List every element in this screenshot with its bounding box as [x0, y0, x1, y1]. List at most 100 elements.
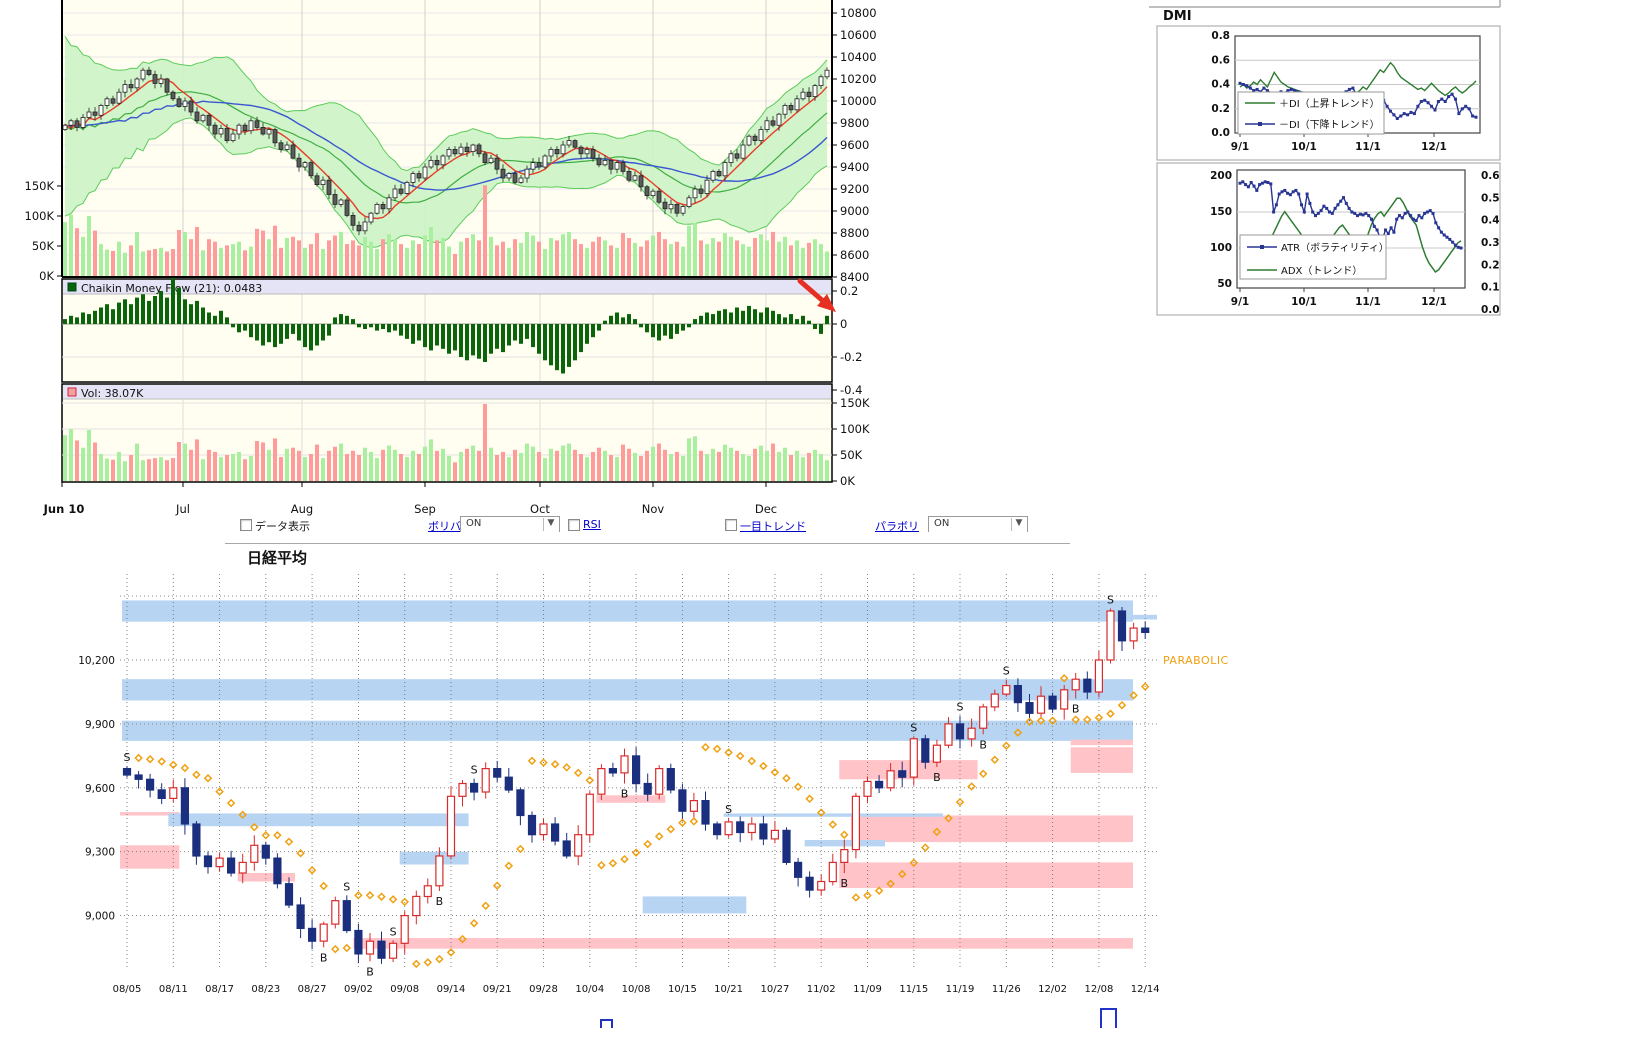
- svg-text:9600: 9600: [840, 138, 869, 152]
- svg-text:Vol: 38.07K: Vol: 38.07K: [81, 387, 144, 400]
- svg-text:09/21: 09/21: [483, 984, 512, 995]
- svg-text:10/1: 10/1: [1291, 141, 1317, 153]
- svg-text:10800: 10800: [840, 6, 877, 20]
- svg-text:12/1: 12/1: [1421, 296, 1447, 308]
- svg-text:B: B: [320, 951, 328, 964]
- svg-text:B: B: [436, 895, 444, 908]
- svg-text:10400: 10400: [840, 50, 877, 64]
- svg-text:0.3: 0.3: [1481, 237, 1500, 249]
- svg-text:0.2: 0.2: [840, 284, 858, 298]
- svg-text:S: S: [910, 721, 917, 734]
- svg-text:09/02: 09/02: [344, 984, 373, 995]
- svg-text:0.2: 0.2: [1211, 103, 1230, 115]
- svg-text:0.4: 0.4: [1481, 215, 1500, 227]
- svg-text:10/27: 10/27: [760, 984, 789, 995]
- chevron-down-icon: ▼: [1011, 518, 1026, 531]
- svg-text:0.0: 0.0: [1481, 304, 1500, 316]
- svg-text:B: B: [621, 788, 629, 801]
- section-divider: [225, 543, 1070, 544]
- svg-text:0.0: 0.0: [1211, 127, 1230, 139]
- svg-text:S: S: [390, 925, 397, 938]
- svg-text:12/02: 12/02: [1038, 984, 1067, 995]
- bottom-chart-title: 日経平均: [247, 549, 308, 567]
- svg-text:B: B: [841, 877, 849, 890]
- svg-text:10/04: 10/04: [575, 984, 604, 995]
- parabolic-link[interactable]: パラボリ: [875, 520, 919, 532]
- svg-text:10/08: 10/08: [622, 984, 651, 995]
- svg-text:9,600: 9,600: [85, 783, 115, 795]
- svg-text:08/27: 08/27: [298, 984, 327, 995]
- svg-text:9400: 9400: [840, 160, 869, 174]
- svg-text:0.6: 0.6: [1211, 54, 1230, 66]
- svg-text:50K: 50K: [840, 448, 863, 462]
- svg-text:PARABOLIC: PARABOLIC: [1163, 654, 1229, 667]
- ichimoku-checkbox[interactable]: [725, 519, 737, 531]
- svg-text:9000: 9000: [840, 204, 869, 218]
- rsi-link[interactable]: RSI: [583, 518, 601, 531]
- svg-text:10200: 10200: [840, 72, 877, 86]
- svg-text:0.8: 0.8: [1211, 30, 1230, 42]
- svg-text:08/23: 08/23: [251, 984, 280, 995]
- svg-text:08/11: 08/11: [159, 984, 188, 995]
- svg-text:11/26: 11/26: [992, 984, 1021, 995]
- svg-text:S: S: [471, 764, 478, 777]
- svg-text:9/1: 9/1: [1231, 296, 1249, 308]
- cutoff-link-fragment[interactable]: [1100, 1008, 1117, 1028]
- svg-text:11/19: 11/19: [946, 984, 975, 995]
- svg-text:10/1: 10/1: [1291, 296, 1317, 308]
- svg-text:11/1: 11/1: [1355, 296, 1381, 308]
- svg-text:0K: 0K: [840, 474, 855, 488]
- bollinger-dropdown-value: ON: [466, 518, 482, 529]
- svg-text:08/17: 08/17: [205, 984, 234, 995]
- svg-text:9/1: 9/1: [1231, 141, 1249, 153]
- rsi-checkbox[interactable]: [568, 519, 580, 531]
- svg-text:S: S: [725, 803, 732, 816]
- svg-text:09/28: 09/28: [529, 984, 558, 995]
- svg-text:10000: 10000: [840, 94, 877, 108]
- svg-text:9,900: 9,900: [85, 719, 115, 731]
- cutoff-link-fragment[interactable]: [600, 1019, 613, 1028]
- svg-text:50: 50: [1217, 278, 1232, 290]
- svg-text:Dec: Dec: [755, 502, 777, 516]
- svg-text:08/05: 08/05: [113, 984, 142, 995]
- svg-text:-0.4: -0.4: [840, 383, 862, 397]
- svg-text:Jul: Jul: [175, 502, 190, 516]
- svg-text:9200: 9200: [840, 182, 869, 196]
- svg-text:100: 100: [1210, 242, 1232, 254]
- svg-text:50K: 50K: [32, 239, 55, 253]
- svg-text:S: S: [343, 880, 350, 893]
- svg-text:S: S: [1003, 665, 1010, 678]
- svg-text:10,200: 10,200: [78, 655, 115, 667]
- svg-text:Jun 10: Jun 10: [43, 502, 85, 516]
- svg-text:0.4: 0.4: [1211, 79, 1230, 91]
- svg-text:－DI（下降トレンド）: －DI（下降トレンド）: [1279, 118, 1380, 131]
- svg-text:S: S: [957, 701, 964, 714]
- svg-text:0: 0: [840, 317, 847, 331]
- svg-text:Sep: Sep: [414, 502, 436, 516]
- bollinger-dropdown[interactable]: ON ▼: [460, 516, 560, 532]
- chevron-down-icon: ▼: [543, 518, 558, 531]
- svg-text:150: 150: [1210, 206, 1232, 218]
- svg-text:S: S: [124, 751, 131, 764]
- main-stock-chart: 10800 10600 10400 10200 10000 9800 9600 9400 920…: [25, 0, 877, 516]
- svg-text:11/02: 11/02: [807, 984, 836, 995]
- svg-text:10/15: 10/15: [668, 984, 697, 995]
- svg-text:100K: 100K: [25, 209, 55, 223]
- svg-text:S: S: [1107, 594, 1114, 607]
- svg-text:0.1: 0.1: [1481, 282, 1500, 294]
- svg-text:Oct: Oct: [530, 502, 550, 516]
- svg-text:DMI: DMI: [1163, 9, 1192, 24]
- svg-text:B: B: [1072, 703, 1080, 716]
- svg-text:＋DI（上昇トレンド）: ＋DI（上昇トレンド）: [1279, 98, 1380, 110]
- data-display-label: データ表示: [255, 520, 310, 532]
- svg-text:0.5: 0.5: [1481, 192, 1500, 204]
- ichimoku-link[interactable]: 一目トレンド: [740, 520, 806, 532]
- svg-text:-0.2: -0.2: [840, 350, 862, 364]
- data-display-checkbox[interactable]: [240, 519, 252, 531]
- svg-text:12/1: 12/1: [1421, 141, 1447, 153]
- svg-text:B: B: [979, 738, 987, 751]
- svg-text:150K: 150K: [25, 179, 55, 193]
- svg-text:200: 200: [1210, 170, 1232, 182]
- parabolic-dropdown[interactable]: ON ▼: [928, 516, 1028, 532]
